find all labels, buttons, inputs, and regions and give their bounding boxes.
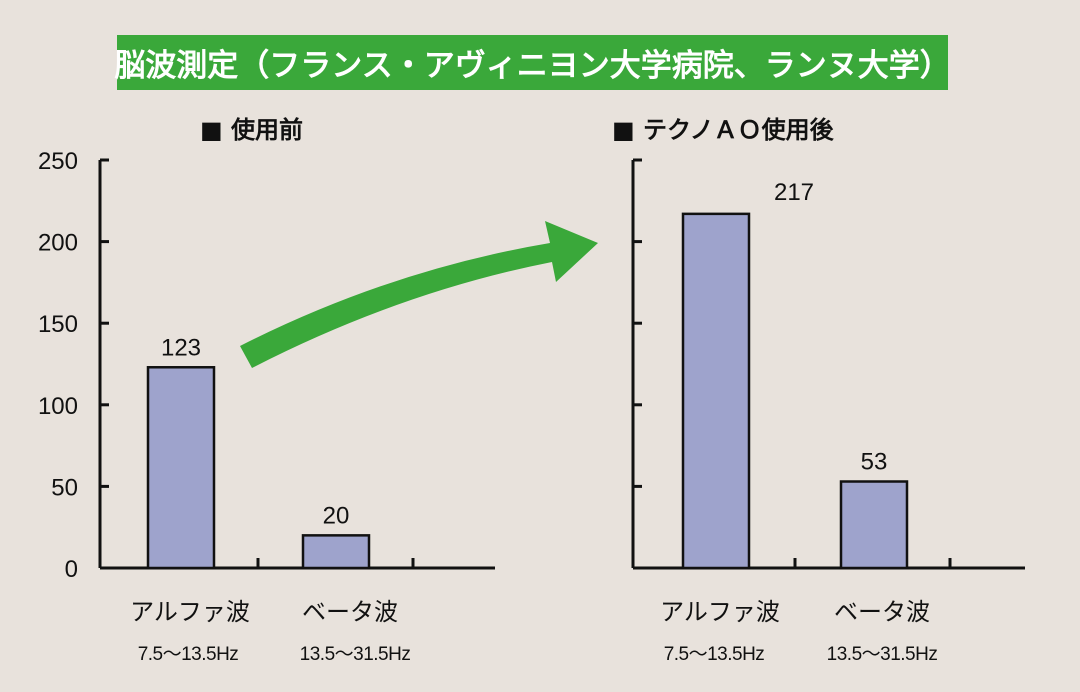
data-label-before-0: 123 [161,334,201,361]
category-range-after-0: 7.5〜13.5Hz [664,644,765,665]
category-range-before-0: 7.5〜13.5Hz [138,644,239,665]
category-label-after-1: ベータ波 [834,598,930,626]
y-tick-label: 150 [38,311,78,338]
bar-before-1 [301,534,371,570]
arrow-icon [240,221,598,368]
panel-before: ■ 使用前 0 50 100 150 200 250 123 アルファ波 7.5〜13.5Hz… [38,116,495,665]
panel-title-before: ■ 使用前 [200,116,303,144]
y-tick-label: 200 [38,230,78,257]
panel-after: ■ テクノＡＯ使用後 217 アルファ波 7.5〜13.5Hz 53 ベータ波 13.5〜… [612,116,1025,665]
bar-before-0 [146,366,216,570]
panel-title-after: ■ テクノＡＯ使用後 [612,116,835,144]
bar-after-0 [681,212,751,570]
category-label-before-1: ベータ波 [302,598,398,626]
y-tick-label: 50 [51,474,78,501]
y-tick-label: 100 [38,393,78,420]
y-tick-label: 250 [38,148,78,175]
y-tick-label: 0 [65,556,78,583]
chart-title: 脳波測定（フランス・アヴィニヨン大学病院、ランヌ大学） [114,35,951,90]
category-label-before-0: アルファ波 [130,598,250,626]
category-range-before-1: 13.5〜31.5Hz [300,644,411,665]
data-label-before-1: 20 [323,502,350,529]
data-label-after-1: 53 [861,449,888,476]
data-label-after-0: 217 [774,179,814,206]
category-range-after-1: 13.5〜31.5Hz [827,644,938,665]
bar-after-1 [839,480,909,570]
category-label-after-0: アルファ波 [660,598,780,626]
